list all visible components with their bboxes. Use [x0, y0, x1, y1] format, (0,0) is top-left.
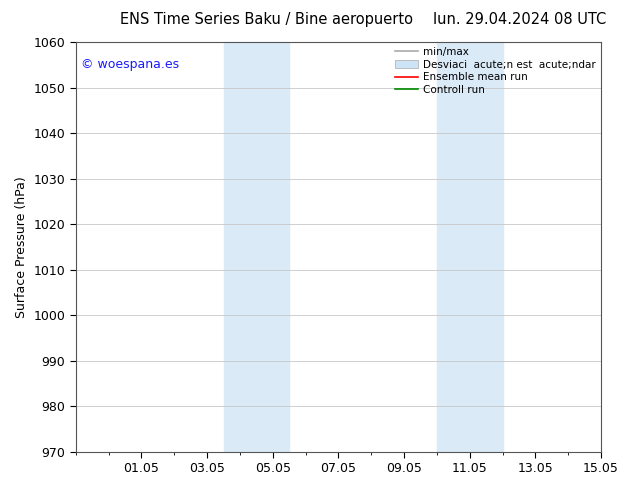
Bar — [224, 42, 289, 452]
Y-axis label: Surface Pressure (hPa): Surface Pressure (hPa) — [15, 176, 28, 318]
Legend: min/max, Desviaci  acute;n est  acute;ndar, Ensemble mean run, Controll run: min/max, Desviaci acute;n est acute;ndar… — [393, 45, 598, 97]
Text: ENS Time Series Baku / Bine aeropuerto: ENS Time Series Baku / Bine aeropuerto — [120, 12, 413, 27]
Text: lun. 29.04.2024 08 UTC: lun. 29.04.2024 08 UTC — [433, 12, 607, 27]
Bar — [437, 42, 503, 452]
Text: © woespana.es: © woespana.es — [81, 58, 179, 72]
